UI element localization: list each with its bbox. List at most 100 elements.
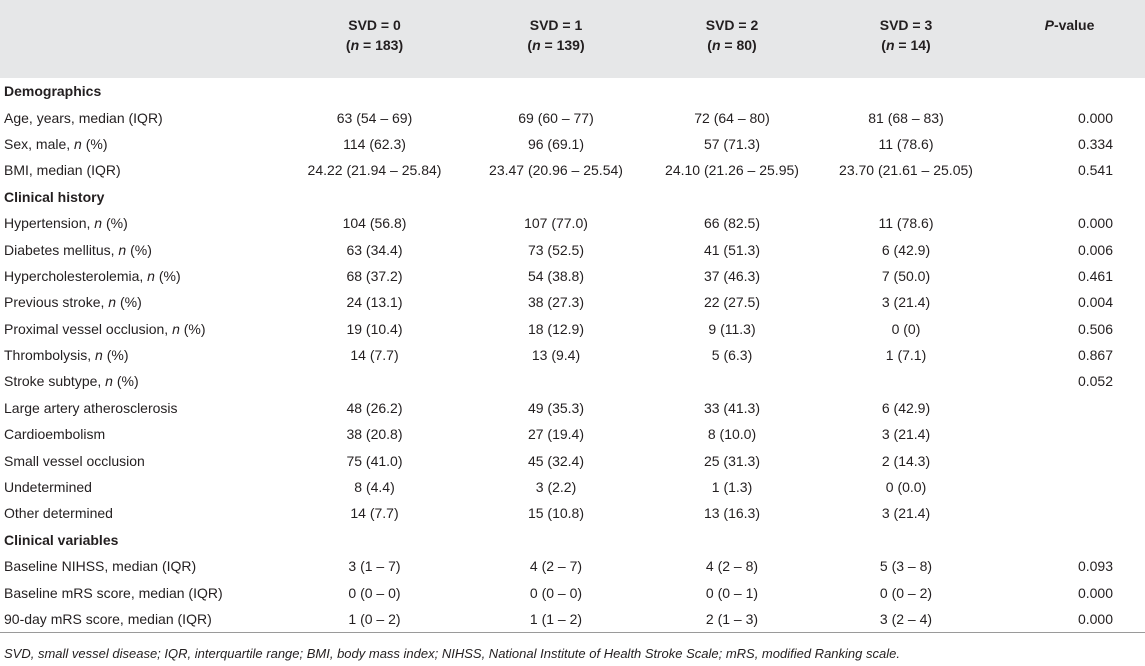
- row-label-text: Cardioembolism: [4, 426, 106, 443]
- cell-svd-1: 96 (69.1): [527, 135, 585, 152]
- cell-svd-1: 4 (2 – 7): [529, 558, 583, 575]
- cell-svd-2: 1 (1.3): [711, 479, 753, 496]
- cell-svd-3: 6 (42.9): [881, 241, 931, 258]
- row-label-suffix: (%): [81, 135, 108, 152]
- cell-svd-1: 0 (0 – 0): [529, 584, 583, 601]
- cell-p-value: 0.506: [1077, 320, 1113, 337]
- row-label: Hypercholesterolemia, n (%): [0, 263, 283, 289]
- table-row: BMI, median (IQR) 24.22 (21.94 – 25.84) 23…: [0, 157, 1145, 183]
- row-label-suffix: (%): [112, 373, 139, 390]
- table-row: Diabetes mellitus, n (%) 63 (34.4) 73 (52.…: [0, 236, 1145, 262]
- table-row: Hypertension, n (%) 104 (56.8) 107 (77.0) 6…: [0, 210, 1145, 236]
- row-label: Thrombolysis, n (%): [0, 342, 283, 368]
- cell-svd-1: 69 (60 – 77): [518, 109, 594, 126]
- row-label-text: Undetermined: [4, 479, 92, 496]
- cell-p-value: 0.006: [1077, 241, 1113, 258]
- row-label-text: Large artery atherosclerosis: [4, 399, 178, 416]
- cell-svd-1: 73 (52.5): [527, 241, 585, 258]
- cell-p-value: [994, 447, 1145, 473]
- row-label: Stroke subtype, n (%): [0, 368, 283, 394]
- cell-svd-3: 11 (78.6): [878, 135, 934, 152]
- cell-svd-0: 0 (0 – 0): [348, 584, 401, 601]
- row-label-text: Thrombolysis,: [4, 347, 96, 364]
- header-row: SVD = 0 (n = 183) SVD = 1 (n = 139) SVD …: [0, 0, 1145, 78]
- cell-svd-2: 2 (1 – 3): [646, 605, 818, 633]
- cell-svd-1: 13 (9.4): [531, 347, 581, 364]
- header-svd-1-n: = 139): [540, 37, 585, 53]
- header-svd-3-title: SVD = 3: [879, 17, 933, 33]
- table-row: Proximal vessel occlusion, n (%) 19 (10.4…: [0, 316, 1145, 342]
- row-label-suffix: (%): [179, 320, 206, 337]
- cell-svd-3: 0 (0 – 2): [879, 584, 933, 601]
- cell-p-value: [994, 500, 1145, 526]
- cell-svd-3: 1 (7.1): [885, 347, 927, 364]
- row-label: Hypertension, n (%): [0, 210, 283, 236]
- row-label-text: Baseline mRS score, median (IQR): [4, 584, 223, 601]
- cell-svd-1: 45 (32.4): [527, 452, 585, 469]
- table-row: Age, years, median (IQR) 63 (54 – 69) 69 (…: [0, 104, 1145, 130]
- cell-svd-1: 18 (12.9): [527, 320, 585, 337]
- cell-svd-0: 104 (56.8): [342, 215, 407, 232]
- row-label-text: Diabetes mellitus,: [4, 241, 119, 258]
- cell-p-value: 0.000: [1077, 109, 1113, 126]
- row-label-suffix: (%): [154, 267, 181, 284]
- table-row: Cardioembolism 38 (20.8) 27 (19.4) 8 (10.0)…: [0, 421, 1145, 447]
- cell-p-value: 0.004: [1077, 294, 1113, 311]
- cell-svd-0: 38 (20.8): [346, 426, 403, 443]
- cell-svd-2: 0 (0 – 1): [705, 584, 759, 601]
- row-label: Cardioembolism: [0, 421, 283, 447]
- cell-p-value: 0.052: [1077, 373, 1113, 390]
- header-svd-1-n-label: n: [532, 37, 541, 53]
- section-heading: Clinical variables: [4, 531, 119, 548]
- row-label: Undetermined: [0, 474, 283, 500]
- cell-svd-0: 75 (41.0): [346, 452, 403, 469]
- row-label-text: 90-day mRS score, median (IQR): [4, 610, 212, 627]
- row-label-n: n: [108, 294, 117, 311]
- cell-svd-3: 11 (78.6): [878, 215, 934, 232]
- cell-svd-2: 66 (82.5): [703, 215, 761, 232]
- row-label: Baseline NIHSS, median (IQR): [0, 553, 283, 579]
- section-row: Clinical history: [0, 184, 1145, 210]
- cell-svd-3: 5 (3 – 8): [879, 558, 933, 575]
- row-label-n: n: [172, 320, 180, 337]
- cell-p-value: [994, 395, 1145, 421]
- row-label-text: Age, years, median (IQR): [4, 109, 163, 126]
- cell-p-value: 0.000: [994, 605, 1145, 633]
- header-svd-3-n-label: n: [885, 37, 895, 53]
- row-label-text: Sex, male,: [4, 135, 75, 152]
- cell-svd-2: 22 (27.5): [703, 294, 761, 311]
- cell-svd-3: 0 (0.0): [885, 479, 927, 496]
- table-header: SVD = 0 (n = 183) SVD = 1 (n = 139) SVD …: [0, 0, 1145, 78]
- cell-p-value: 0.334: [1077, 135, 1113, 152]
- table-row: Baseline NIHSS, median (IQR) 3 (1 – 7) 4 (…: [0, 553, 1145, 579]
- header-variable: [0, 0, 283, 78]
- table-row: Sex, male, n (%) 114 (62.3) 96 (69.1) 57 (7…: [0, 131, 1145, 157]
- section-heading: Demographics: [4, 83, 102, 100]
- row-label-text: Small vessel occlusion: [4, 452, 145, 469]
- row-label: Previous stroke, n (%): [0, 289, 283, 315]
- cell-svd-2: 4 (2 – 8): [705, 558, 759, 575]
- row-label-text: Hypertension,: [4, 215, 95, 232]
- cell-svd-1: 1 (1 – 2): [466, 605, 646, 633]
- section-row: Clinical variables: [0, 527, 1145, 553]
- row-label-suffix: (%): [126, 241, 152, 258]
- row-label-n: n: [105, 373, 113, 390]
- row-label: Age, years, median (IQR): [0, 104, 283, 130]
- cell-svd-3: 3 (21.4): [881, 505, 931, 522]
- cell-svd-0: 63 (34.4): [346, 241, 403, 258]
- cell-p-value: [994, 421, 1145, 447]
- cell-svd-1: 27 (19.4): [527, 426, 585, 443]
- row-label-n: n: [147, 267, 155, 284]
- row-label-n: n: [74, 135, 82, 152]
- cell-svd-0: 24 (13.1): [346, 294, 403, 311]
- row-label: Baseline mRS score, median (IQR): [0, 579, 283, 605]
- cell-svd-0: 14 (7.7): [350, 347, 399, 364]
- cell-p-value: 0.867: [1077, 347, 1113, 364]
- cell-p-value: 0.000: [1077, 215, 1113, 232]
- header-p-rest: -value: [1053, 17, 1095, 33]
- cell-svd-3: 3 (21.4): [881, 294, 931, 311]
- row-label-text: BMI, median (IQR): [4, 162, 121, 179]
- header-svd-0-n-label: n: [350, 37, 360, 53]
- cell-p-value: 0.000: [1077, 584, 1113, 601]
